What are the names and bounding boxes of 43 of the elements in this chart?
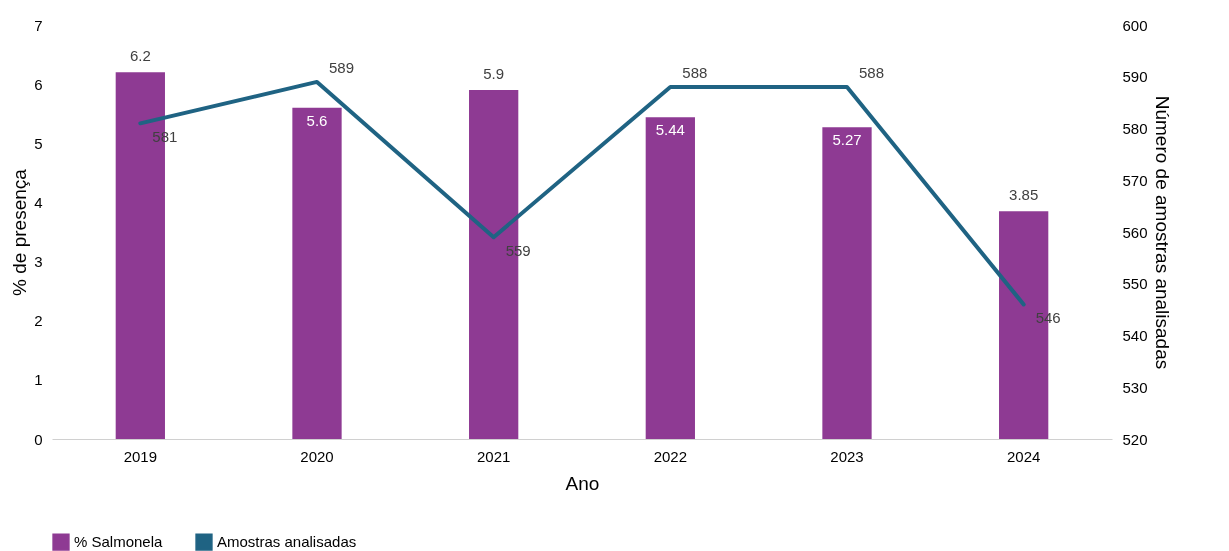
legend-label: % Salmonela: [74, 533, 164, 551]
y2-axis-title: Número de amostras analisadas: [1151, 95, 1173, 370]
data-label: 581: [152, 128, 178, 146]
x-tick-label: 2024: [1006, 447, 1041, 465]
y2-tick-label: 560: [1122, 223, 1148, 241]
bar: [292, 107, 342, 439]
y2-tick-label: 590: [1122, 68, 1148, 86]
data-label: 5.6: [306, 111, 328, 129]
data-label: 546: [1035, 309, 1061, 327]
x-tick-label: 2022: [653, 447, 688, 465]
y-tick-label: 7: [34, 16, 43, 34]
y2-tick-label: 580: [1122, 120, 1148, 137]
y-tick-label: 2: [34, 312, 43, 330]
data-label: 588: [682, 64, 708, 82]
y2-tick-label: 530: [1122, 378, 1148, 396]
y-tick-label: 5: [34, 134, 43, 152]
y2-tick-label: 550: [1122, 275, 1148, 293]
data-label: 5.44: [655, 121, 685, 139]
x-tick-label: 2023: [830, 447, 864, 465]
x-tick-label: 2020: [300, 447, 334, 465]
bar: [822, 127, 872, 439]
data-label: 589: [329, 58, 355, 76]
y2-tick-label: 520: [1122, 430, 1148, 448]
y2-tick-label: 570: [1122, 171, 1148, 189]
y2-tick-label: 540: [1122, 327, 1148, 344]
data-label: 588: [859, 64, 885, 82]
y-axis-title: % de presença: [9, 168, 31, 296]
y-tick-label: 4: [34, 193, 43, 211]
y-tick-label: 3: [34, 253, 43, 271]
data-label: 559: [505, 242, 531, 260]
x-axis-title: Ano: [565, 472, 600, 494]
data-label: 3.85: [1009, 186, 1039, 204]
x-tick-label: 2019: [123, 447, 158, 465]
y-tick-label: 0: [34, 430, 43, 448]
data-label: 5.27: [832, 131, 862, 149]
bar: [645, 117, 695, 439]
legend-label: Amostras analisadas: [217, 533, 357, 551]
y-tick-label: 1: [34, 371, 43, 389]
y2-tick-label: 600: [1122, 16, 1148, 34]
x-tick-label: 2021: [476, 447, 511, 465]
data-label: 6.2: [129, 47, 151, 65]
y-tick-label: 6: [34, 75, 43, 93]
data-label: 5.9: [483, 65, 505, 83]
